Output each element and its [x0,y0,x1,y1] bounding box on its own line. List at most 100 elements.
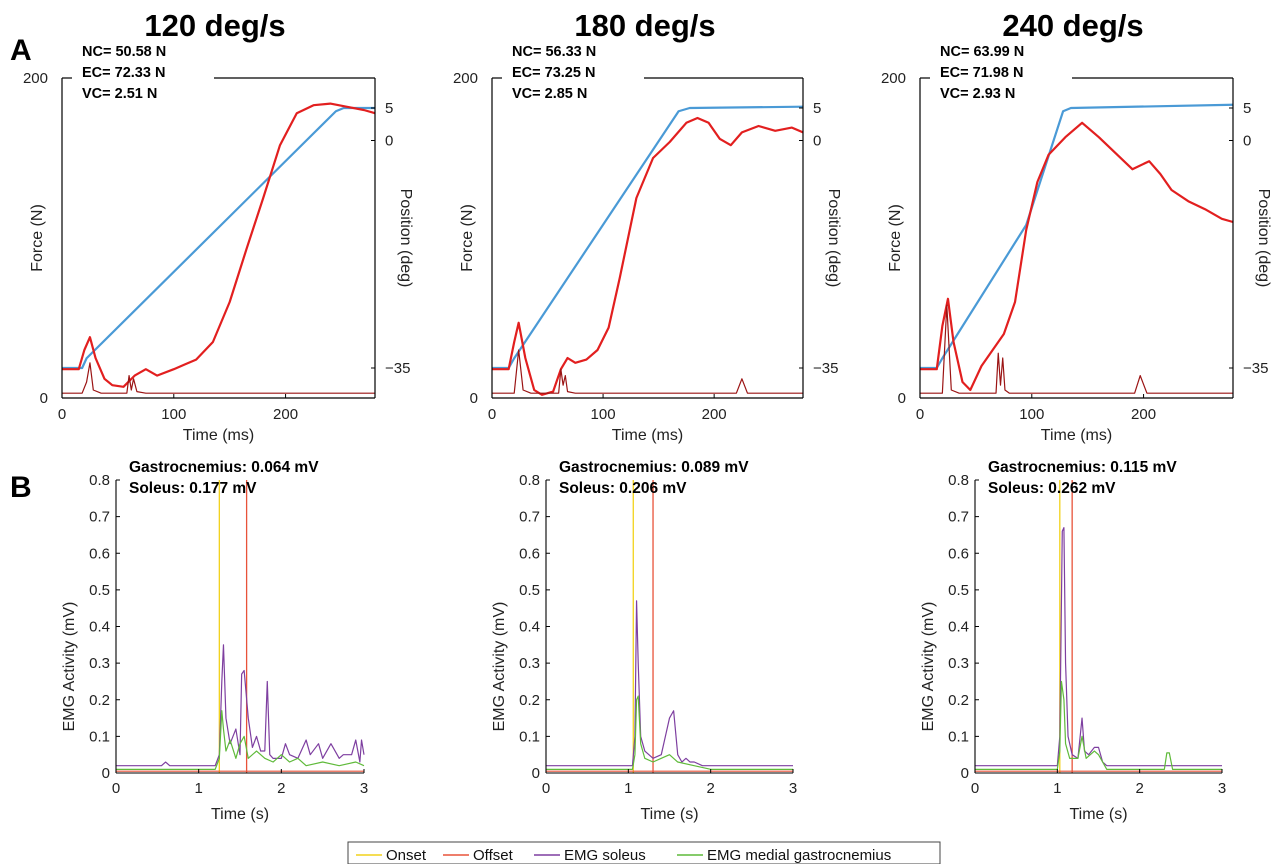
emg-chart-2-ytick-label: 0 [532,765,540,782]
force-chart-3-y2tick-label: −35 [1243,360,1268,377]
emg-chart-1-gastrocnemius-line [116,710,365,770]
emg-chart-1-ytick-label: 0.4 [89,619,110,636]
emg-chart-1-xlabel: Time (s) [211,806,269,823]
emg-chart-1-ytick-label: 0.7 [89,509,110,526]
emg-chart-2-ytick-label: 0.1 [519,728,540,745]
emg-chart-3-ylabel: EMG Activity (mV) [920,602,937,732]
emg-chart-3-ytick-label: 0.6 [948,545,969,562]
force-chart-1-xtick-label: 200 [273,406,298,423]
force-chart-3-y2tick-label: 0 [1243,133,1251,150]
force-chart-3-force_thin-line [920,304,1233,394]
emg-chart-1-ytick-label: 0.8 [89,472,110,489]
emg-chart-2-gastrocnemius-line [546,695,793,770]
plot-area: NC= 50.58 NEC= 72.33 NVC= 2.51 N0 100 2000… [23,44,1272,823]
emg-chart-3-ytick-label: 0.8 [948,472,969,489]
emg-chart-1-xtick-label: 3 [360,780,368,797]
panel-letter-a: A [10,34,32,67]
emg-chart-2-xlabel: Time (s) [640,806,698,823]
force-chart-1-annotation-2: EC= 72.33 N [82,65,165,81]
force-chart-3-xtick-label: 0 [916,406,924,423]
emg-chart-1-ytick-label: 0.3 [89,655,110,672]
legend-label-gastrocnemius: EMG medial gastrocnemius [707,847,891,864]
force-chart-2: NC= 56.33 N EC= 73.25 N VC= 2.85 N 0 100 200 0… [453,44,842,444]
force-chart-2-xtick-label: 0 [488,406,496,423]
emg-chart-1-soleus-line [116,644,365,767]
column-title-120: 120 deg/s [144,8,285,43]
emg-chart-3-soleus-line [975,527,1222,767]
emg-chart-1-annotation-2: Soleus: 0.177 mV [129,480,257,497]
force-chart-1-ytick-label: 0 [40,390,48,407]
emg-chart-2-xtick-label: 1 [624,780,632,797]
force-chart-1-ylabel: Force (N) [29,204,46,272]
emg-chart-1: 0 0.1 0.2 0.3 0.4 0.5 0.6 0.7 0.8 0 1 2 3 Gastrocnemi… [61,459,368,823]
emg-chart-3-ytick-label: 0.2 [948,692,969,709]
force-chart-3-annotation-3: VC= 2.93 N [940,86,1015,102]
emg-chart-2-xtick-label: 3 [789,780,797,797]
emg-chart-2-ytick-label: 0.8 [519,472,540,489]
emg-chart-3-ytick-label: 0.1 [948,728,969,745]
emg-chart-1-ytick-label: 0.6 [89,545,110,562]
force-chart-2-ytick-label: 200 [453,70,478,87]
force-chart-3-force-line [920,121,1234,392]
emg-chart-3-annotation-1: Gastrocnemius: 0.115 mV [988,459,1177,476]
emg-chart-2-ylabel: EMG Activity (mV) [491,602,508,732]
emg-chart-1-annotation-1: Gastrocnemius: 0.064 mV [129,459,319,476]
force-chart-2-xlabel: Time (ms) [612,427,683,444]
legend: Onset Offset EMG soleus EMG medial gastr… [347,841,941,864]
emg-chart-1-xtick-label: 0 [112,780,120,797]
force-chart-2-y2tick-label: 0 [813,133,821,150]
emg-chart-2-soleus-line [546,600,793,767]
column-title-240: 240 deg/s [1002,8,1143,43]
emg-chart-3-xtick-label: 0 [971,780,979,797]
force-chart-2-ylabel: Force (N) [459,204,476,272]
emg-chart-3-ytick-label: 0.7 [948,509,969,526]
force-chart-1-ytick-label: 200 [23,70,48,87]
column-title-180: 180 deg/s [574,8,715,43]
force-chart-2-y2label: Position (deg) [825,189,842,288]
force-chart-1-force-line [62,102,376,388]
force-chart-1-y2tick-label: −35 [385,360,410,377]
force-chart-1: NC= 50.58 N EC= 72.33 N VC= 2.51 N 0 100 200 0… [23,44,414,444]
force-chart-3-y2tick-label: 5 [1243,100,1251,117]
emg-chart-3-ytick-label: 0.5 [948,582,969,599]
emg-chart-3-ytick-label: 0.3 [948,655,969,672]
emg-chart-1-ytick-label: 0.1 [89,728,110,745]
emg-chart-3-annotation-2: Soleus: 0.262 mV [988,480,1116,497]
force-chart-2-ytick-label: 0 [470,390,478,407]
panel-letter-b: B [10,471,32,504]
emg-chart-3-xtick-label: 1 [1053,780,1061,797]
emg-chart-2-annotation-1: Gastrocnemius: 0.089 mV [559,459,749,476]
emg-chart-2-xtick-label: 2 [706,780,714,797]
emg-chart-3-xtick-label: 3 [1218,780,1226,797]
force-chart-1-xtick-label: 0 [58,406,66,423]
force-chart-3-y2label: Position (deg) [1255,189,1272,288]
force-chart-1-xlabel: Time (ms) [183,427,254,444]
force-chart-1-annotation-3: VC= 2.51 N [82,86,157,102]
force-chart-2-y2tick-label: −35 [813,360,838,377]
force-chart-3-ylabel: Force (N) [887,204,904,272]
emg-chart-2-ytick-label: 0.2 [519,692,540,709]
emg-chart-1-xtick-label: 1 [194,780,202,797]
emg-chart-3-xtick-label: 2 [1135,780,1143,797]
force-chart-2-force_thin-line [492,349,803,394]
emg-chart-2-ytick-label: 0.3 [519,655,540,672]
emg-chart-1-ylabel: EMG Activity (mV) [61,602,78,732]
emg-chart-2: 0 0.1 0.2 0.3 0.4 0.5 0.6 0.7 0.8 0 1 2 3 Gastrocnemi… [491,459,797,823]
force-chart-2-annotation-1: NC= 56.33 N [512,44,596,60]
emg-chart-1-xtick-label: 2 [277,780,285,797]
emg-chart-2-ytick-label: 0.7 [519,509,540,526]
force-chart-3-xtick-label: 200 [1131,406,1156,423]
emg-chart-2-ytick-label: 0.5 [519,582,540,599]
emg-chart-1-ytick-label: 0.5 [89,582,110,599]
force-chart-2-annotation-2: EC= 73.25 N [512,65,595,81]
emg-chart-3-gastrocnemius-line [975,680,1222,770]
force-chart-1-force_thin-line [62,362,375,394]
force-chart-1-y2tick-label: 5 [385,100,393,117]
force-chart-2-position-line [492,105,804,370]
force-chart-2-force-line [492,116,804,396]
force-chart-3-annotation-1: NC= 63.99 N [940,44,1024,60]
force-chart-1-y2label: Position (deg) [397,189,414,288]
force-chart-2-annotation-3: VC= 2.85 N [512,86,587,102]
legend-box [347,841,941,864]
